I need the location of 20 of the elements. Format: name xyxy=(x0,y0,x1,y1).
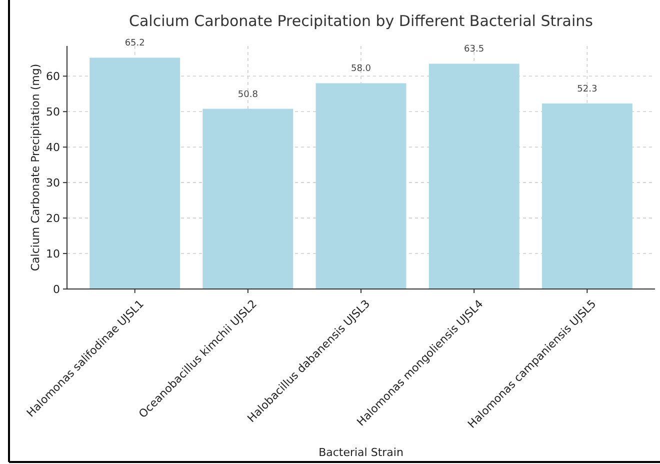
chart-title: Calcium Carbonate Precipitation by Different Bacterial Strains xyxy=(129,12,594,30)
y-tick-label: 20 xyxy=(46,212,60,225)
data-label: 52.3 xyxy=(577,84,598,94)
y-tick-label: 50 xyxy=(46,105,60,118)
data-label: 65.2 xyxy=(124,38,145,49)
bar xyxy=(428,64,520,289)
y-tick-label: 30 xyxy=(46,176,60,190)
y-tick-label: 10 xyxy=(46,247,60,260)
data-label: 63.5 xyxy=(464,44,484,55)
data-label: 58.0 xyxy=(350,64,372,74)
data-label: 50.8 xyxy=(238,90,258,100)
y-tick-label: 0 xyxy=(53,282,60,296)
bar xyxy=(542,103,632,289)
y-tick-label: 40 xyxy=(46,140,60,154)
y-tick-label: 60 xyxy=(46,70,60,84)
bar xyxy=(202,108,294,289)
y-axis-title: Calcium Carbonate Precipitation (mg) xyxy=(29,64,42,272)
x-axis-title: Bacterial Strain xyxy=(318,446,404,459)
bar xyxy=(90,58,180,289)
bar xyxy=(316,83,406,289)
